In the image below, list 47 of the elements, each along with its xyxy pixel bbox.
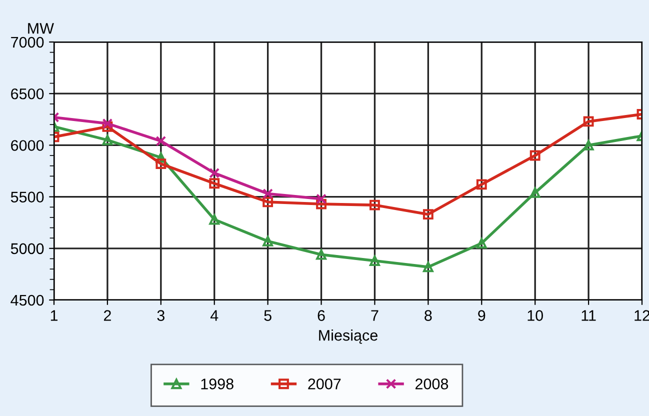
point <box>422 209 434 220</box>
point <box>316 198 326 210</box>
point <box>476 179 487 190</box>
point <box>583 140 594 150</box>
x-tick-label: 6 <box>318 310 325 321</box>
point <box>262 188 274 199</box>
y-tick-label: 6500 <box>11 88 44 100</box>
point <box>209 214 220 225</box>
legend-label: 2008 <box>416 378 448 390</box>
point <box>209 178 220 189</box>
point <box>422 262 434 272</box>
point <box>102 118 113 129</box>
point <box>316 194 326 204</box>
x-tick-label: 2 <box>104 310 111 321</box>
point <box>316 249 326 260</box>
x-tick-label: 4 <box>210 310 218 321</box>
point <box>262 196 274 208</box>
legend-label: 2007 <box>308 378 341 390</box>
x-tick-label: 10 <box>528 310 543 321</box>
x-tick-label: 11 <box>582 310 596 321</box>
point <box>530 187 540 198</box>
point <box>102 121 113 132</box>
point <box>476 238 487 248</box>
y-axis-title: MW <box>28 23 54 34</box>
legend-label: 1998 <box>201 378 234 390</box>
point <box>156 152 166 163</box>
point <box>530 150 540 161</box>
point <box>209 168 220 178</box>
point <box>102 134 113 146</box>
y-tick-label: 4500 <box>10 294 44 306</box>
point <box>156 158 166 169</box>
x-tick-label: 3 <box>157 310 164 321</box>
y-tick-label: 5000 <box>10 243 44 254</box>
y-tick-label: 6000 <box>11 140 44 151</box>
y-tick-label: 7000 <box>11 36 44 48</box>
x-tick-label: 8 <box>424 310 432 321</box>
point <box>262 236 274 246</box>
point <box>370 200 380 210</box>
point <box>583 116 594 127</box>
x-tick-label: 1 <box>50 310 58 321</box>
x-tick-label: 5 <box>264 310 272 321</box>
y-tick-label: 5500 <box>10 192 44 202</box>
x-axis-title: Miesiące <box>319 330 378 344</box>
x-tick-label: 9 <box>478 310 486 321</box>
point <box>370 256 380 266</box>
point <box>156 136 166 146</box>
x-tick-label: 7 <box>371 310 378 321</box>
